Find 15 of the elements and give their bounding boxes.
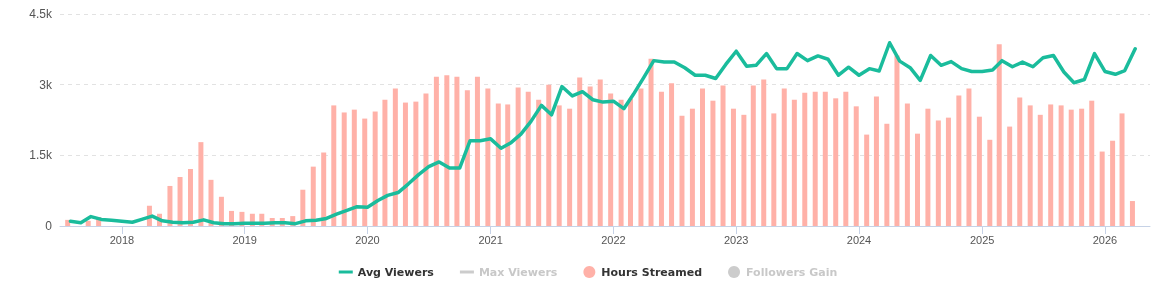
x-tick-label: 2018 xyxy=(109,233,135,246)
y-tick-label: 0 xyxy=(45,219,53,233)
x-tick-label: 2019 xyxy=(232,233,257,246)
x-tick-label: 2026 xyxy=(1092,233,1118,246)
x-tick-label: 2020 xyxy=(355,233,380,246)
legend-label: Avg Viewers xyxy=(357,265,435,279)
y-tick-label: 1.5k xyxy=(29,148,53,163)
legend-label: Hours Streamed xyxy=(601,265,703,279)
x-tick-label: 2021 xyxy=(478,233,503,246)
x-tick-label: 2022 xyxy=(601,233,626,246)
y-tick-label: 4.5k xyxy=(29,7,53,21)
x-tick-label: 2023 xyxy=(723,233,749,246)
x-tick-label: 2025 xyxy=(969,233,995,246)
y-tick-label: 3k xyxy=(39,77,53,92)
x-tick-label: 2024 xyxy=(846,233,872,246)
